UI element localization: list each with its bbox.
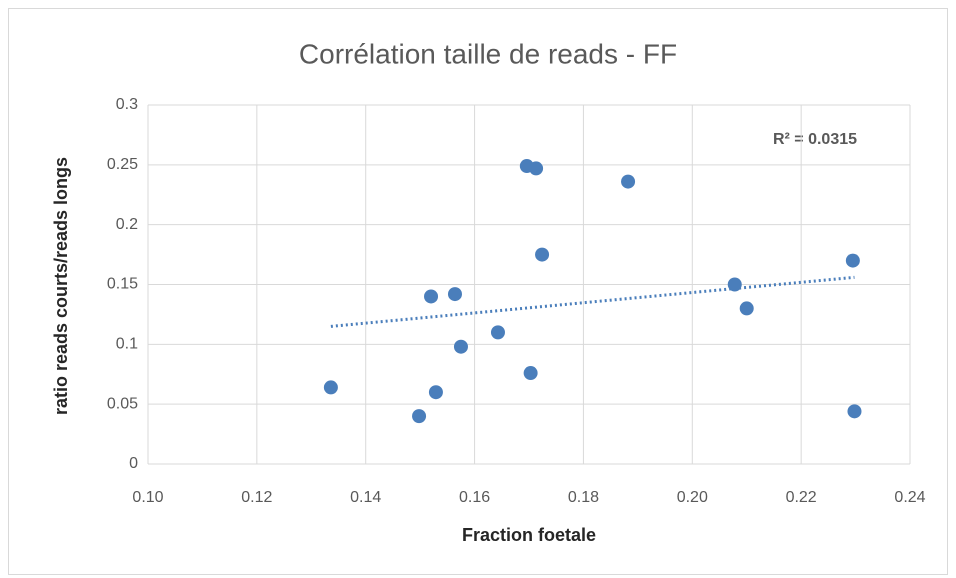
y-tick-label: 0.3 [116,96,138,113]
point [523,366,538,381]
x-tick-label: 0.18 [568,489,599,506]
x-tick-label: 0.10 [132,489,163,506]
y-tick-label: 0.25 [107,156,138,173]
annotation: R² = 0.0315 [773,131,857,148]
x-tick-label: 0.16 [459,489,490,506]
point [621,174,636,189]
point [727,277,742,292]
point [529,161,544,176]
y-tick-label: 0.1 [116,336,138,353]
y-tick-label: 0.2 [116,216,138,233]
point [847,404,862,419]
x-tick-label: 0.14 [350,489,381,506]
x-tick-label: 0.24 [894,489,925,506]
x-axis-label: Fraction foetale [462,525,596,545]
x-tick-label: 0.20 [677,489,708,506]
point [490,325,505,340]
point [845,253,860,268]
chart-frame [8,8,948,575]
y-tick-label: 0.15 [107,276,138,293]
x-tick-label: 0.22 [786,489,817,506]
point [428,385,443,400]
x-tick-label: 0.12 [241,489,272,506]
point [412,409,427,424]
y-tick-label: 0 [129,455,138,472]
y-tick-label: 0.05 [107,395,138,412]
point [535,247,550,262]
y-axis-label: ratio reads courts/reads longs [51,157,71,415]
chart-title: Corrélation taille de reads - FF [299,38,677,69]
point [739,301,754,316]
point [447,287,462,302]
point [424,289,439,304]
point [453,339,468,354]
point [323,380,338,395]
